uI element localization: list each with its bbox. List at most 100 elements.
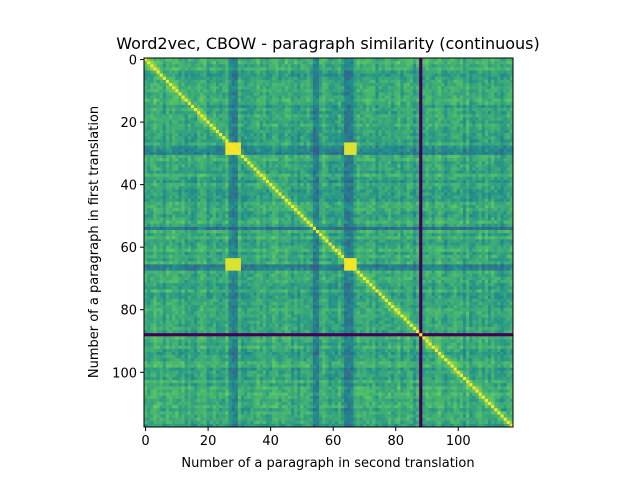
heatmap-cell: [309, 123, 314, 128]
heatmap-cell: [362, 161, 367, 165]
heatmap-cell: [478, 145, 483, 150]
heatmap-cell: [281, 73, 286, 78]
heatmap-cell: [472, 95, 476, 100]
heatmap-cell: [466, 64, 470, 68]
heatmap-cell: [184, 117, 189, 121]
heatmap-cell: [347, 129, 351, 134]
heatmap-cell: [481, 64, 486, 68]
heatmap-cell: [228, 64, 232, 68]
heatmap-cell: [215, 76, 220, 81]
heatmap-cell: [281, 145, 286, 150]
heatmap-cell: [200, 111, 204, 115]
heatmap-cell: [419, 129, 423, 134]
heatmap-cell: [228, 164, 232, 168]
heatmap-cell: [412, 164, 417, 168]
heatmap-cell: [459, 92, 464, 96]
heatmap-cell: [256, 142, 261, 146]
heatmap-cell: [397, 142, 401, 146]
heatmap-cell: [215, 179, 220, 184]
heatmap-cell: [428, 61, 433, 65]
heatmap-cell: [253, 179, 257, 184]
heatmap-cell: [262, 142, 267, 146]
heatmap-cell: [478, 76, 483, 81]
heatmap-cell: [194, 76, 198, 81]
heatmap-cell: [437, 176, 442, 181]
heatmap-cell: [300, 79, 304, 84]
heatmap-cell: [284, 142, 289, 146]
heatmap-cell: [309, 161, 314, 165]
heatmap-cell: [419, 151, 423, 156]
heatmap-cell: [419, 67, 423, 71]
heatmap-cell: [294, 73, 298, 78]
heatmap-cell: [194, 58, 198, 62]
heatmap-cell: [406, 108, 411, 112]
heatmap-cell: [231, 86, 236, 90]
heatmap-cell: [265, 76, 270, 81]
heatmap-cell: [287, 83, 292, 87]
heatmap-cell: [506, 158, 511, 162]
heatmap-cell: [190, 164, 195, 168]
heatmap-cell: [341, 111, 345, 115]
heatmap-cell: [341, 120, 345, 125]
heatmap-cell: [247, 129, 251, 134]
heatmap-cell: [409, 114, 414, 118]
heatmap-cell: [222, 120, 226, 125]
heatmap-cell: [187, 126, 192, 131]
heatmap-cell: [290, 95, 295, 100]
heatmap-cell: [359, 139, 364, 143]
heatmap-cell: [156, 186, 160, 190]
heatmap-cell: [247, 76, 251, 81]
heatmap-cell: [425, 61, 429, 65]
heatmap-cell: [284, 98, 289, 103]
heatmap-cell: [409, 148, 414, 153]
heatmap-cell: [334, 129, 339, 134]
heatmap-cell: [219, 108, 223, 112]
heatmap-cell: [353, 123, 357, 128]
heatmap-cell: [247, 145, 251, 150]
heatmap-cell: [247, 104, 251, 109]
heatmap-cell: [412, 58, 417, 62]
heatmap-cell: [219, 123, 223, 128]
heatmap-cell: [366, 73, 370, 78]
heatmap-cell: [206, 58, 211, 62]
heatmap-cell: [287, 126, 292, 131]
heatmap-cell: [331, 151, 336, 156]
heatmap-cell: [366, 95, 370, 100]
heatmap-cell: [503, 145, 508, 150]
heatmap-cell: [203, 101, 207, 106]
heatmap-cell: [356, 148, 361, 153]
heatmap-cell: [281, 136, 286, 140]
heatmap-cell: [309, 89, 314, 93]
heatmap-cell: [362, 70, 367, 74]
heatmap-cell: [225, 83, 229, 87]
heatmap-cell: [416, 61, 420, 65]
heatmap-cell: [278, 79, 282, 84]
heatmap-cell: [200, 129, 204, 134]
heatmap-cell: [194, 148, 198, 153]
heatmap-cell: [456, 129, 461, 134]
heatmap-cell: [265, 154, 270, 159]
heatmap-cell: [244, 179, 248, 184]
heatmap-cell: [484, 114, 489, 118]
heatmap-cell: [375, 73, 379, 78]
heatmap-cell: [378, 186, 383, 190]
heatmap-cell: [212, 183, 217, 187]
heatmap-cell: [184, 142, 189, 146]
heatmap-cell: [181, 176, 186, 181]
heatmap-cell: [384, 58, 389, 62]
heatmap-cell: [178, 139, 182, 143]
heatmap-cell: [212, 104, 217, 109]
heatmap-cell: [262, 179, 267, 184]
heatmap-cell: [315, 98, 320, 103]
heatmap-cell: [272, 89, 276, 93]
heatmap-cell: [247, 167, 251, 171]
heatmap-cell: [344, 114, 348, 118]
heatmap-cell: [475, 89, 479, 93]
heatmap-cell: [253, 58, 257, 62]
heatmap-cell: [262, 170, 267, 175]
heatmap-cell: [162, 120, 167, 125]
heatmap-cell: [478, 186, 483, 190]
heatmap-cell: [444, 64, 448, 68]
heatmap-cell: [459, 133, 464, 137]
heatmap-cell: [212, 98, 217, 103]
